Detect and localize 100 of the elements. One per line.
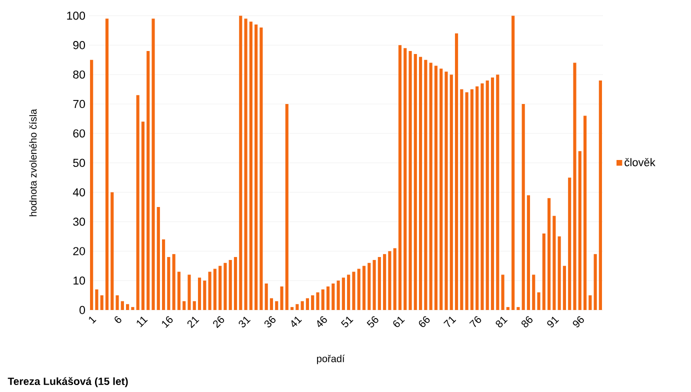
bar (224, 262, 227, 310)
x-tick-label: 61 (393, 316, 405, 328)
bar (486, 80, 489, 310)
legend-label: člověk (624, 158, 656, 166)
bar (450, 74, 453, 310)
bar (526, 195, 530, 310)
x-axis-title: pořadí (317, 354, 345, 364)
y-tick-label: 10 (74, 276, 86, 285)
bar (512, 16, 515, 310)
x-tick-label: 86 (521, 316, 533, 328)
bar (383, 254, 386, 310)
bar (368, 262, 371, 310)
bar (440, 68, 443, 310)
x-tick-label: 81 (496, 316, 508, 328)
y-tick-label: 30 (73, 218, 86, 226)
bar (249, 22, 252, 310)
bar (120, 301, 124, 310)
bar (516, 307, 520, 310)
x-tick-label: 26 (213, 316, 224, 328)
bar (306, 298, 309, 310)
bar (388, 251, 392, 310)
bar (260, 27, 263, 310)
bar (110, 192, 114, 310)
bar (598, 80, 602, 310)
bar (208, 272, 212, 310)
bar (548, 198, 551, 310)
bar (218, 266, 222, 310)
bar (188, 274, 191, 310)
bar (583, 116, 587, 310)
bar (90, 60, 94, 310)
bar (275, 301, 278, 310)
bar (347, 274, 350, 310)
bar (465, 92, 468, 310)
bar (152, 18, 155, 310)
bar (264, 284, 268, 310)
bar (378, 257, 381, 310)
bar (470, 89, 474, 310)
bar (162, 239, 166, 310)
bar (460, 89, 464, 310)
bar (542, 233, 546, 310)
x-tick-label: 1 (88, 316, 96, 324)
bar (393, 248, 396, 310)
y-tick-label: 40 (72, 188, 86, 196)
x-tick-label: 41 (291, 316, 302, 328)
bar (300, 301, 304, 310)
x-tick-label: 31 (238, 316, 251, 328)
x-tick-label: 51 (340, 316, 354, 328)
bar (141, 122, 145, 310)
bar (280, 286, 284, 310)
bar (398, 45, 402, 310)
bar (424, 60, 428, 310)
bar (357, 268, 360, 310)
bar (588, 295, 592, 310)
bar (429, 62, 432, 310)
bar (131, 307, 134, 310)
x-tick-label: 96 (572, 316, 584, 328)
bar (490, 78, 494, 310)
bar (562, 266, 566, 310)
bar (352, 272, 356, 310)
bar (414, 54, 417, 310)
bar (480, 83, 484, 310)
bar (228, 260, 232, 310)
bar (136, 95, 140, 310)
bar (116, 295, 119, 310)
x-tick-label: 46 (317, 316, 327, 328)
bar (532, 274, 536, 310)
x-tick-label: 11 (136, 316, 148, 328)
x-tick-label: 21 (187, 316, 200, 328)
bar (372, 260, 376, 310)
bar (254, 24, 258, 310)
bar (332, 284, 335, 310)
bar (568, 178, 572, 310)
bar (444, 72, 448, 310)
bar (146, 51, 150, 310)
bar (198, 278, 202, 310)
x-tick-label: 6 (114, 316, 122, 323)
bar (285, 104, 288, 310)
bar (418, 56, 422, 310)
bar (177, 272, 180, 310)
y-tick-label: 90 (73, 41, 86, 50)
text: Tereza Lukášová (15 let) (8, 377, 128, 388)
bar (270, 298, 274, 310)
bar (496, 74, 500, 310)
bar (552, 216, 556, 310)
bar (501, 274, 504, 310)
y-tick-label: 0 (80, 306, 86, 314)
bar (434, 66, 438, 310)
y-tick-label: 80 (73, 70, 86, 79)
bar (126, 304, 130, 310)
bar (594, 254, 597, 310)
bar (321, 289, 324, 310)
y-tick-label: 100 (67, 12, 86, 20)
bar (573, 62, 576, 310)
y-tick-label: 20 (73, 247, 86, 256)
bar (213, 268, 216, 310)
bar (192, 301, 196, 310)
y-tick-label: 50 (73, 158, 86, 167)
bar (311, 295, 314, 310)
bar (506, 307, 510, 310)
bar (167, 257, 170, 310)
